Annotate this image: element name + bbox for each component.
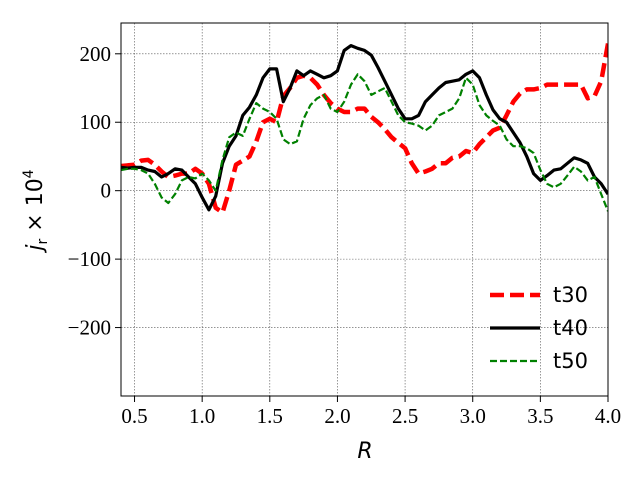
series-line-t30 (121, 43, 608, 215)
series-layer (121, 43, 608, 215)
series-line-t40 (121, 44, 608, 212)
series-line-t50 (121, 73, 608, 212)
x-tick-label: 1.5 (257, 404, 283, 428)
x-tick-label: 1.0 (189, 404, 215, 428)
x-tick-label: 2.0 (324, 404, 350, 428)
x-tick-label: 3.0 (460, 404, 486, 428)
y-tick-label: 100 (80, 110, 112, 134)
x-tick-label: 3.5 (527, 404, 553, 428)
legend-label-t30: t30 (553, 283, 588, 307)
y-tick-label: −200 (68, 316, 111, 340)
y-tick-label: 0 (101, 179, 112, 203)
x-tick-label: 4.0 (595, 404, 621, 428)
plot-frame (120, 22, 609, 397)
y-tick-label: 200 (80, 42, 112, 66)
y-tick-label: −100 (68, 247, 111, 271)
x-axis-label: R (357, 439, 372, 464)
x-tick-label: 0.5 (121, 404, 147, 428)
y-axis-label: jr × 104 (21, 169, 51, 253)
axis-ticks: 0.5 1.0 1.5 2.0 2.5 3.0 3.5 4.0 −200 −100 0 100 200 (68, 42, 621, 428)
legend: t30 t40 t50 (490, 283, 588, 373)
legend-label-t40: t40 (553, 316, 588, 340)
legend-label-t50: t50 (553, 349, 588, 373)
x-tick-label: 2.5 (392, 404, 418, 428)
